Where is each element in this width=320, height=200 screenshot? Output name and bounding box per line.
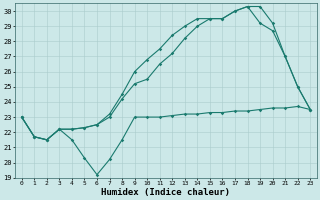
X-axis label: Humidex (Indice chaleur): Humidex (Indice chaleur) [101, 188, 230, 197]
